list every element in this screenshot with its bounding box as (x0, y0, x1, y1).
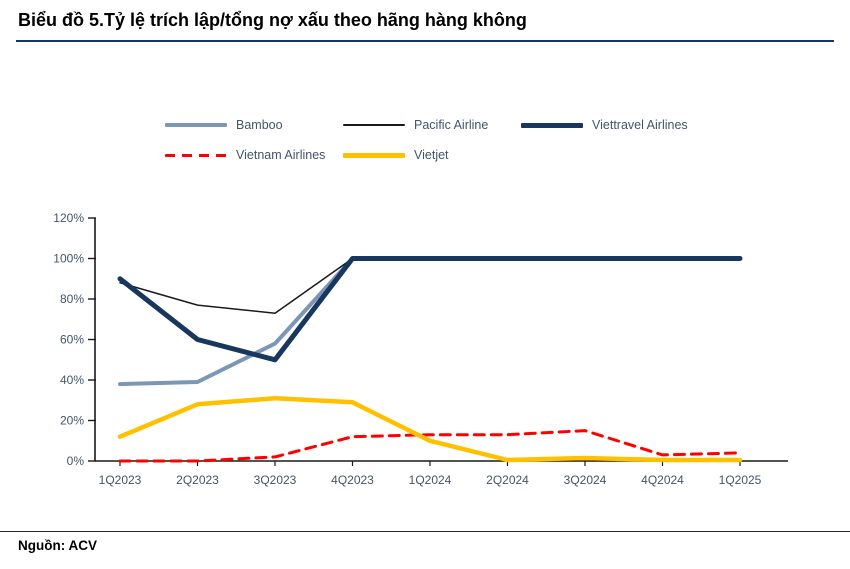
x-axis-tick-label: 4Q2024 (641, 473, 684, 487)
y-axis-tick-label: 80% (60, 292, 84, 306)
x-axis-tick-label: 2Q2024 (486, 473, 529, 487)
x-axis-tick-label: 1Q2023 (99, 473, 142, 487)
x-axis-tick-label: 2Q2023 (176, 473, 219, 487)
source-separator: Nguồn: ACV (0, 531, 850, 553)
legend-item-pacific-airline: Pacific Airline (343, 118, 521, 132)
viettravel-airlines-line-icon (521, 122, 583, 128)
x-axis-tick-label: 4Q2023 (331, 473, 374, 487)
y-axis-tick-label: 0% (67, 454, 85, 468)
chart-area: 0% 20% 40% 60% 80% 100% 120% 1Q2023 2Q2023 3Q2023… (0, 205, 850, 505)
legend-row-2: Vietnam Airlines Vietjet (165, 148, 850, 162)
y-axis-tick-label: 60% (60, 333, 84, 347)
x-axis-tick-label: 3Q2024 (564, 473, 607, 487)
legend-item-viettravel-airlines: Viettravel Airlines (521, 118, 699, 132)
legend-item-bamboo: Bamboo (165, 118, 343, 132)
chart-canvas: 0% 20% 40% 60% 80% 100% 120% 1Q2023 2Q2023 3Q2023… (53, 211, 788, 487)
legend-label-viettravel-airlines: Viettravel Airlines (592, 118, 688, 132)
series-line-pacific-airline (119, 257, 741, 314)
legend-item-vietnam-airlines: Vietnam Airlines (165, 148, 343, 162)
legend-item-vietjet: Vietjet (343, 148, 521, 162)
x-axis-tick-label: 1Q2025 (719, 473, 762, 487)
x-axis-tick-label: 3Q2023 (254, 473, 297, 487)
vietjet-line-icon (343, 152, 405, 158)
series-line-vietjet (117, 395, 743, 463)
y-axis-tick-label: 20% (60, 414, 84, 428)
legend-label-vietnam-airlines: Vietnam Airlines (236, 148, 326, 162)
legend-row-1: Bamboo Pacific Airline Viettravel Airlines (165, 118, 850, 132)
source-text: Nguồn: ACV (18, 538, 97, 553)
chart-legend: Bamboo Pacific Airline Viettravel Airlines… (165, 118, 850, 162)
legend-label-bamboo: Bamboo (236, 118, 283, 132)
vietnam-airlines-line-icon (165, 153, 227, 157)
pacific-airline-line-icon (343, 124, 405, 126)
y-axis-tick-label: 100% (53, 252, 84, 266)
report-header: Biểu đồ 5.Tỷ lệ trích lập/tổng nợ xấu th… (16, 10, 834, 42)
bamboo-line-icon (165, 123, 227, 127)
chart-title: Biểu đồ 5.Tỷ lệ trích lập/tổng nợ xấu th… (18, 10, 527, 30)
legend-label-vietjet: Vietjet (414, 148, 449, 162)
x-axis-tick-label: 1Q2024 (409, 473, 452, 487)
y-axis-tick-label: 40% (60, 373, 84, 387)
series-line-bamboo (118, 256, 742, 387)
y-axis-tick-label: 120% (53, 211, 84, 225)
series-line-viettravel-airlines (117, 256, 743, 363)
legend-label-pacific-airline: Pacific Airline (414, 118, 489, 132)
series-line-vietnam-airlines (118, 429, 742, 463)
